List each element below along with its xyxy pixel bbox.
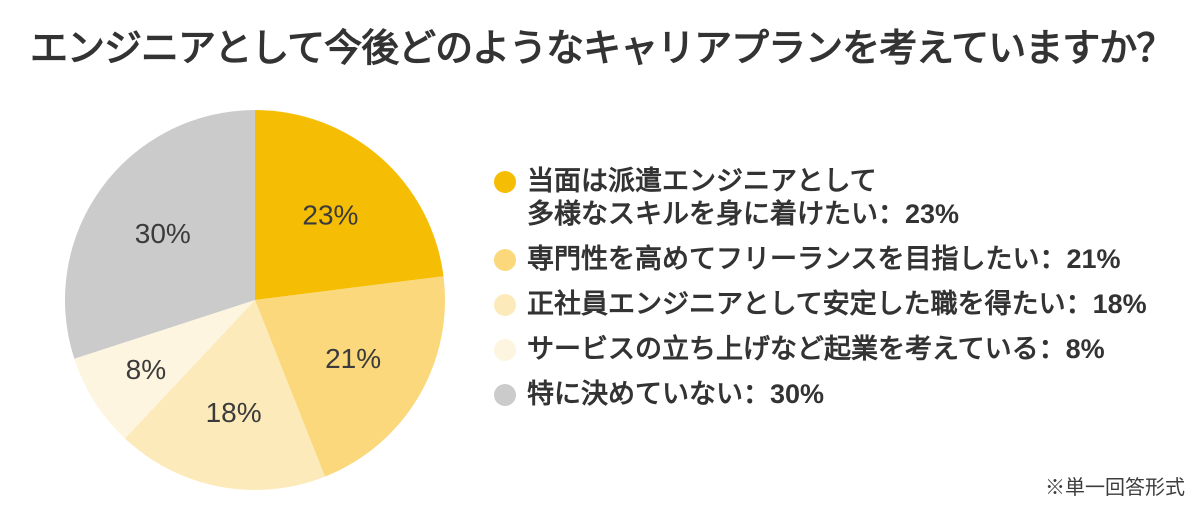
legend-item: 当面は派遣エンジニアとして 多様なスキルを身に着けたい：23% xyxy=(488,165,1178,231)
legend-item-label: 正社員エンジニアとして安定した職を得たい：18% xyxy=(527,289,1147,319)
pie-slice-label: 18% xyxy=(206,397,262,428)
pie-slice-label: 30% xyxy=(135,218,191,249)
legend-bullet-icon xyxy=(494,249,516,271)
legend-bullet-icon xyxy=(494,171,516,193)
legend-bullet-icon xyxy=(494,384,516,406)
legend-item: 正社員エンジニアとして安定した職を得たい：18% xyxy=(488,288,1178,321)
legend-item: 特に決めていない：30% xyxy=(488,378,1178,411)
pie-slice xyxy=(255,110,444,300)
chart-title: エンジニアとして今後どのようなキャリアプランを考えていますか？ xyxy=(30,28,1174,70)
pie-slice-label: 23% xyxy=(302,199,358,230)
legend: 当面は派遣エンジニアとして 多様なスキルを身に着けたい：23% 専門性を高めてフ… xyxy=(488,165,1178,423)
pie-slice-label: 8% xyxy=(126,354,166,385)
pie-slice xyxy=(255,276,445,477)
legend-bullet-icon xyxy=(494,294,516,316)
pie-slice-label: 21% xyxy=(325,343,381,374)
legend-bullet-icon xyxy=(494,339,516,361)
legend-item-label: 特に決めていない：30% xyxy=(527,379,825,409)
answer-format-note: ※単一回答形式 xyxy=(1045,477,1185,499)
pie-slice xyxy=(65,110,255,359)
legend-item-label: 専門性を高めてフリーランスを目指したい：21% xyxy=(527,244,1121,274)
pie-chart: 23% 21% 18% 8% 30% xyxy=(65,110,445,490)
legend-item-label: 当面は派遣エンジニアとして 多様なスキルを身に着けたい：23% xyxy=(527,166,960,229)
pie-chart-svg: 23% 21% 18% 8% 30% xyxy=(65,110,445,490)
pie-slice xyxy=(74,300,255,439)
legend-item-label: サービスの立ち上げなど起業を考えている：8% xyxy=(527,334,1105,364)
legend-item: サービスの立ち上げなど起業を考えている：8% xyxy=(488,333,1178,366)
pie-slice xyxy=(124,300,325,490)
legend-item: 専門性を高めてフリーランスを目指したい：21% xyxy=(488,243,1178,276)
